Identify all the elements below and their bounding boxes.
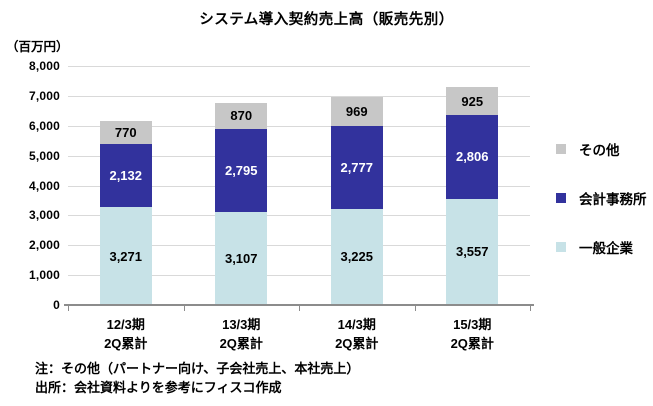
x-category-line1: 15/3期 bbox=[453, 317, 492, 332]
legend-color-swatch bbox=[556, 144, 566, 154]
bar-value-label: 3,557 bbox=[455, 244, 489, 260]
legend-item-一般企業: 一般企業 bbox=[556, 237, 647, 257]
x-category-line1: 14/3期 bbox=[337, 317, 376, 332]
x-axis-category-labels: 12/3期 2Q累計 13/3期 2Q累計 14/3期 2Q累計 15/3期 2Q累計 bbox=[68, 315, 530, 355]
x-category-label: 12/3期 2Q累計 bbox=[104, 315, 147, 353]
stacked-bar: 3,271 2,132 770 bbox=[99, 120, 152, 305]
bar-segment-会計事務所: 2,132 bbox=[99, 143, 152, 208]
x-category-line1: 12/3期 bbox=[106, 317, 145, 332]
bar-value-label: 2,132 bbox=[109, 167, 143, 183]
stacked-bar: 3,557 2,806 925 bbox=[446, 87, 499, 305]
y-tick-label: 2,000 bbox=[28, 238, 60, 253]
chart-title: システム導入契約売上高（販売先別） bbox=[199, 12, 454, 28]
legend: その他会計事務所一般企業 bbox=[556, 139, 647, 286]
y-tick-label: 1,000 bbox=[28, 268, 60, 283]
bar-segment-一般企業: 3,557 bbox=[446, 198, 499, 305]
stacked-bar: 3,107 2,795 870 bbox=[215, 102, 268, 305]
bar-value-label: 2,795 bbox=[224, 162, 258, 178]
x-category-line2: 2Q累計 bbox=[104, 336, 148, 351]
y-tick-label: 5,000 bbox=[28, 148, 60, 163]
gridline bbox=[68, 66, 530, 67]
bar-segment-その他: 770 bbox=[99, 120, 152, 144]
gridline bbox=[68, 95, 530, 97]
legend-color-swatch bbox=[556, 193, 566, 203]
y-tick-label: 6,000 bbox=[28, 118, 60, 133]
legend-item-その他: その他 bbox=[556, 139, 647, 159]
y-tick-label: 3,000 bbox=[28, 208, 60, 223]
y-tick-label: 4,000 bbox=[28, 178, 60, 193]
x-category-label: 13/3期 2Q累計 bbox=[220, 315, 263, 353]
bar-value-label: 3,271 bbox=[109, 248, 143, 264]
bar-value-label: 2,777 bbox=[340, 159, 374, 175]
bar-segment-その他: 969 bbox=[330, 96, 383, 126]
stacked-bar: 3,225 2,777 969 bbox=[330, 96, 383, 305]
legend-label: 一般企業 bbox=[579, 241, 633, 256]
x-axis-tick bbox=[414, 304, 416, 311]
gridline bbox=[68, 125, 530, 127]
bar-value-label: 3,107 bbox=[224, 251, 258, 267]
x-category-line2: 2Q累計 bbox=[335, 336, 379, 351]
x-category-line2: 2Q累計 bbox=[219, 336, 263, 351]
footnotes: 注：その他（パートナー向け、子会社売上、本社売上） 出所：会社資料よりを参考にフ… bbox=[35, 359, 359, 397]
y-tick-label: 8,000 bbox=[28, 59, 60, 73]
bar-value-label: 870 bbox=[230, 108, 253, 124]
bar-value-label: 770 bbox=[114, 124, 137, 140]
bar-segment-一般企業: 3,225 bbox=[330, 208, 383, 305]
legend-label: その他 bbox=[579, 143, 620, 158]
bar-segment-その他: 925 bbox=[446, 87, 499, 115]
y-tick-label: 7,000 bbox=[28, 88, 60, 103]
x-category-label: 14/3期 2Q累計 bbox=[335, 315, 378, 353]
bar-segment-会計事務所: 2,777 bbox=[330, 125, 383, 209]
bar-segment-一般企業: 3,271 bbox=[99, 207, 152, 305]
x-category-line2: 2Q累計 bbox=[450, 336, 494, 351]
y-axis-tick-labels: 0 1,000 2,000 3,000 4,000 5,000 6,000 7,000 8,00… bbox=[0, 59, 60, 312]
legend-item-会計事務所: 会計事務所 bbox=[556, 188, 647, 208]
x-category-label: 15/3期 2Q累計 bbox=[451, 315, 494, 353]
x-axis-tick bbox=[530, 304, 531, 311]
bar-value-label: 969 bbox=[345, 103, 368, 119]
x-category-line1: 13/3期 bbox=[222, 317, 261, 332]
bar-segment-一般企業: 3,107 bbox=[215, 212, 268, 305]
footnote-attribution: 出所：会社資料よりを参考にフィスコ作成 bbox=[35, 380, 282, 395]
gridline bbox=[68, 185, 530, 187]
plot-area: 3,271 2,132 770 3,107 2,795 870 3,225 2,777 969 3… bbox=[68, 66, 530, 305]
bar-value-label: 925 bbox=[461, 93, 484, 109]
bar-value-label: 2,806 bbox=[455, 149, 489, 165]
bar-value-label: 3,225 bbox=[340, 249, 374, 265]
gridline bbox=[68, 245, 530, 247]
x-axis-tick bbox=[299, 304, 300, 311]
gridline bbox=[68, 155, 530, 157]
footnote-source-note: 注：その他（パートナー向け、子会社売上、本社売上） bbox=[35, 361, 360, 376]
gridline bbox=[68, 275, 530, 277]
x-axis-tick bbox=[68, 304, 69, 311]
bar-segment-その他: 870 bbox=[215, 102, 268, 129]
legend-label: 会計事務所 bbox=[579, 192, 647, 207]
legend-color-swatch bbox=[556, 242, 566, 252]
y-tick-label: 0 bbox=[53, 298, 60, 312]
bar-segment-会計事務所: 2,795 bbox=[215, 128, 268, 213]
y-axis-unit-label: （百万円） bbox=[6, 40, 69, 54]
gridline bbox=[68, 215, 530, 217]
x-axis-tick bbox=[183, 304, 185, 311]
bar-segment-会計事務所: 2,806 bbox=[446, 114, 499, 199]
